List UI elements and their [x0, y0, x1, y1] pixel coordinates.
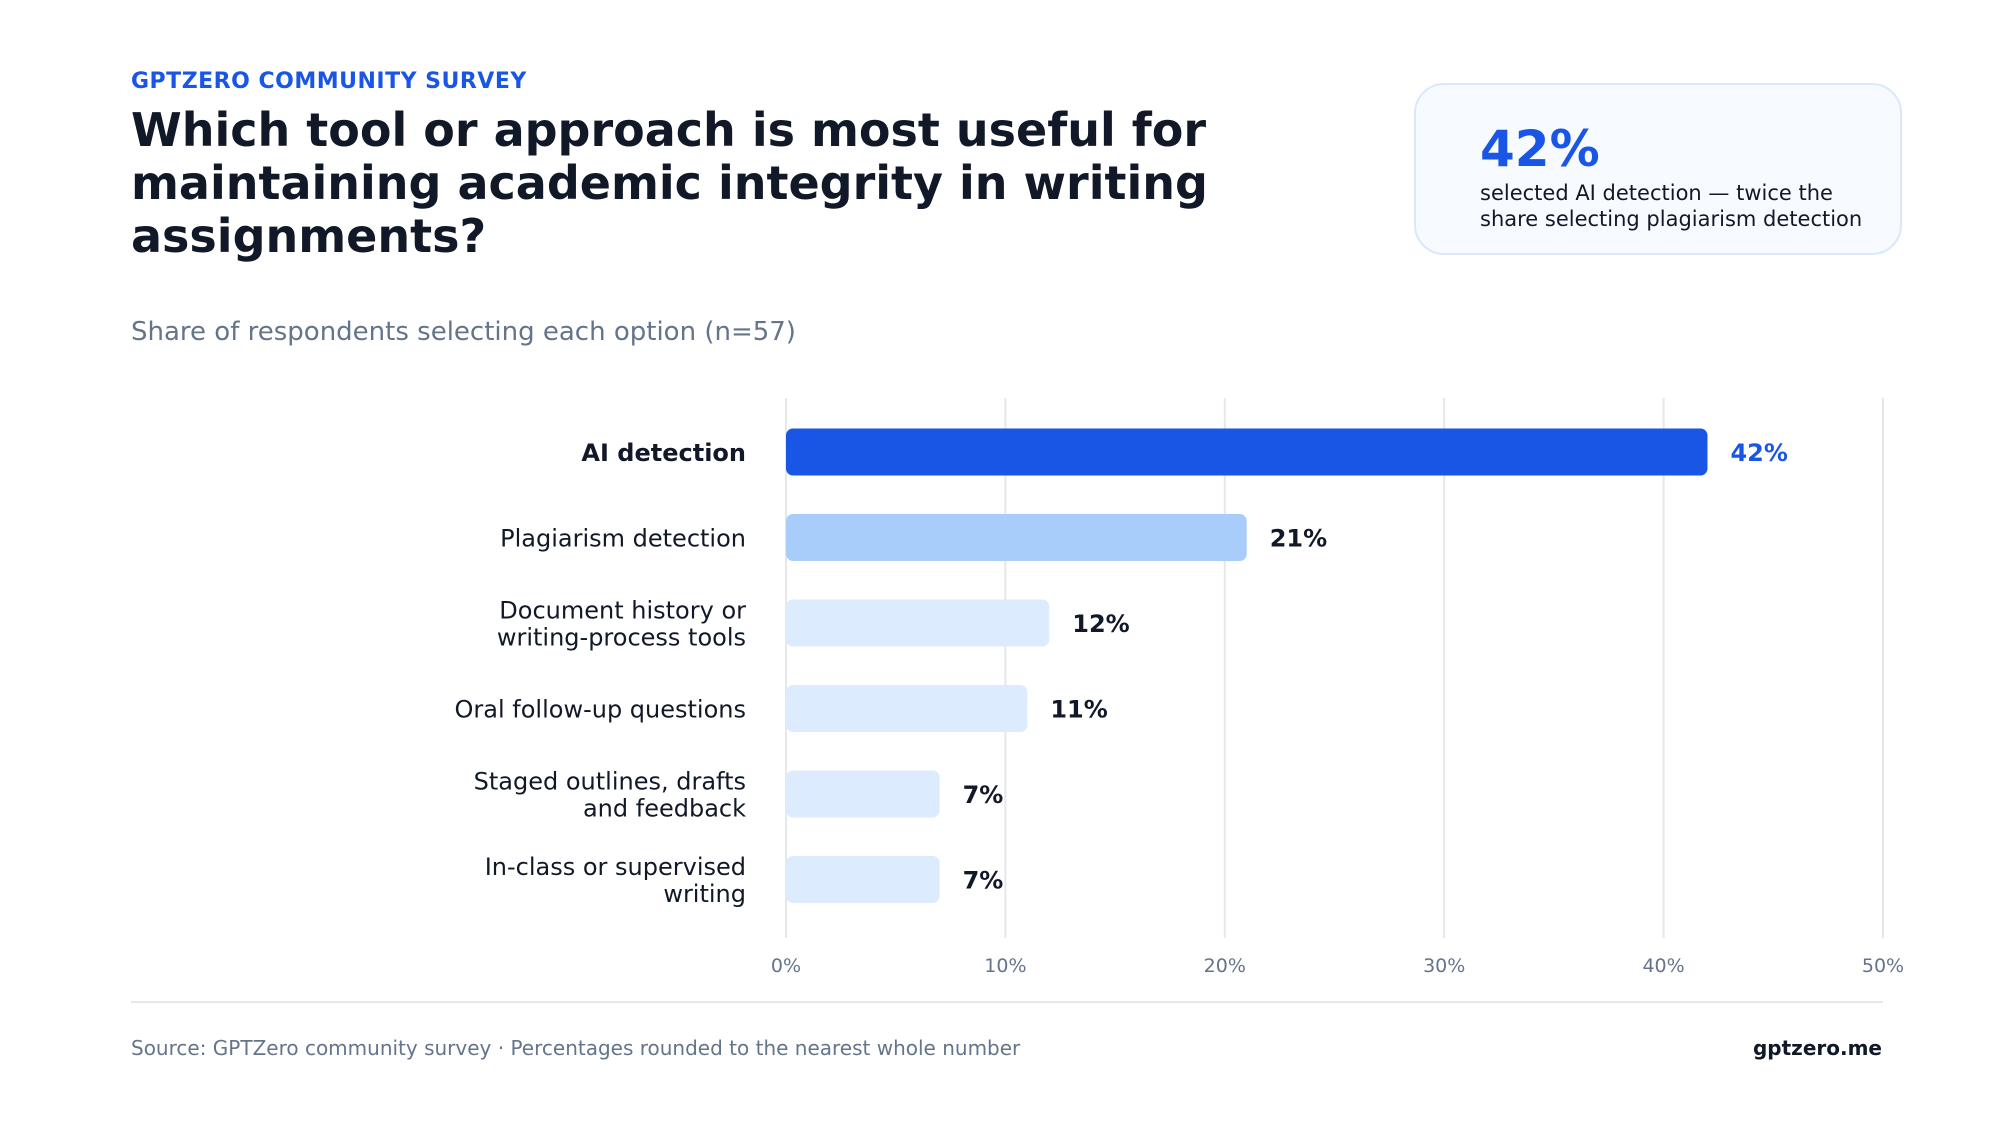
- bar-value-label: 12%: [1072, 610, 1129, 638]
- bar: [786, 685, 1028, 732]
- category-label: Document history or writing-process tools: [497, 597, 746, 652]
- category-label: Plagiarism detection: [500, 525, 746, 553]
- x-tick-label: 40%: [1642, 955, 1684, 977]
- bar-value-label: 7%: [963, 781, 1004, 809]
- x-tick-label: 0%: [771, 955, 801, 977]
- brand-link[interactable]: gptzero.me: [1752, 1036, 1882, 1060]
- category-label: In-class or supervised writing: [485, 853, 746, 908]
- bar-value-label: 42%: [1730, 439, 1787, 467]
- bar: [786, 514, 1247, 561]
- key-stat-callout: 42% selected AI detection — twice the sh…: [1414, 83, 1902, 255]
- source-note: Source: GPTZero community survey · Perce…: [131, 1036, 1021, 1060]
- category-label-line: Oral follow-up questions: [455, 696, 746, 724]
- bar-value-label: 21%: [1270, 525, 1327, 553]
- footer-divider: [131, 1001, 1883, 1003]
- key-stat-text: selected AI detection — twice the share …: [1480, 181, 1863, 231]
- category-label: Staged outlines, drafts and feedback: [474, 768, 746, 823]
- x-tick-label: 50%: [1862, 955, 1904, 977]
- bar-value-label: 7%: [963, 867, 1004, 895]
- bar: [786, 770, 940, 818]
- bar-value-label: 11%: [1050, 696, 1107, 724]
- category-label: Oral follow-up questions: [455, 696, 746, 724]
- category-label-line: AI detection: [581, 439, 746, 467]
- category-label-line: Staged outlines, drafts: [474, 768, 746, 796]
- chart-eyebrow: GPTZERO COMMUNITY SURVEY: [131, 69, 527, 94]
- x-tick-label: 10%: [984, 955, 1026, 977]
- chart-title: Which tool or approach is most useful fo…: [131, 103, 1208, 263]
- category-label-line: writing-process tools: [497, 624, 746, 652]
- chart-subtitle: Share of respondents selecting each opti…: [131, 317, 796, 347]
- bar: [786, 428, 1708, 476]
- x-tick-label: 30%: [1423, 955, 1465, 977]
- bar: [786, 599, 1050, 647]
- bar: [786, 856, 940, 903]
- key-stat-value: 42%: [1480, 120, 1600, 178]
- category-label-line: Document history or: [499, 597, 746, 625]
- category-label-line: In-class or supervised: [485, 853, 746, 881]
- x-tick-label: 20%: [1204, 955, 1246, 977]
- category-label-line: writing: [663, 880, 746, 908]
- category-label: AI detection: [581, 439, 746, 467]
- bar-chart: 0% 10% 20% 30% 40% 50% 42% AI detection 21% Plagi…: [455, 398, 1904, 977]
- category-label-line: and feedback: [583, 795, 746, 823]
- category-label-line: Plagiarism detection: [500, 525, 746, 553]
